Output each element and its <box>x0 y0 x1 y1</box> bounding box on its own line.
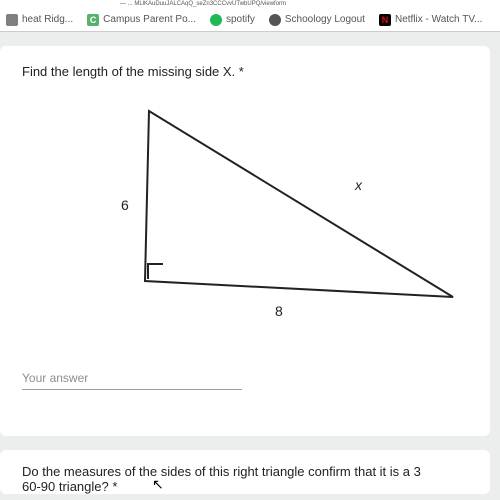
question-card: Find the length of the missing side X. *… <box>0 46 490 436</box>
bookmark-label: Campus Parent Po... <box>103 14 196 25</box>
bookmark-item[interactable]: N Netflix - Watch TV... <box>379 14 482 26</box>
bookmark-label: Netflix - Watch TV... <box>395 14 482 25</box>
triangle-diagram: 6 8 x <box>35 97 455 337</box>
url-text: — ... MLlKAuDuuJALCAqQ_seZn3CCCvvUTwbUPQ… <box>120 1 286 7</box>
side-label-hypotenuse: x <box>355 177 362 193</box>
side-label-bottom: 8 <box>275 303 283 319</box>
schoology-icon <box>269 14 281 26</box>
bookmark-item[interactable]: Schoology Logout <box>269 14 365 26</box>
answer-input[interactable] <box>22 367 242 390</box>
bookmark-label: spotify <box>226 14 255 25</box>
bookmark-item[interactable]: heat Ridg... <box>6 14 73 26</box>
bookmarks-bar: heat Ridg... C Campus Parent Po... spoti… <box>0 8 500 32</box>
form-content: Find the length of the missing side X. *… <box>0 32 500 500</box>
bookmark-icon <box>6 14 18 26</box>
url-bar: — ... MLlKAuDuuJALCAqQ_seZn3CCCvvUTwbUPQ… <box>0 0 500 8</box>
bookmark-icon: C <box>87 14 99 26</box>
next-question-card: Do the measures of the sides of this rig… <box>0 450 490 494</box>
right-angle-marker <box>147 263 163 279</box>
bookmark-item[interactable]: spotify <box>210 14 255 26</box>
side-label-left: 6 <box>121 197 129 213</box>
next-question-text: Do the measures of the sides of this rig… <box>22 464 468 494</box>
bookmark-label: Schoology Logout <box>285 14 365 25</box>
bookmark-item[interactable]: C Campus Parent Po... <box>87 14 196 26</box>
netflix-icon: N <box>379 14 391 26</box>
triangle-svg <box>35 97 455 337</box>
spotify-icon <box>210 14 222 26</box>
question-prompt: Find the length of the missing side X. * <box>22 64 468 79</box>
bookmark-label: heat Ridg... <box>22 14 73 25</box>
